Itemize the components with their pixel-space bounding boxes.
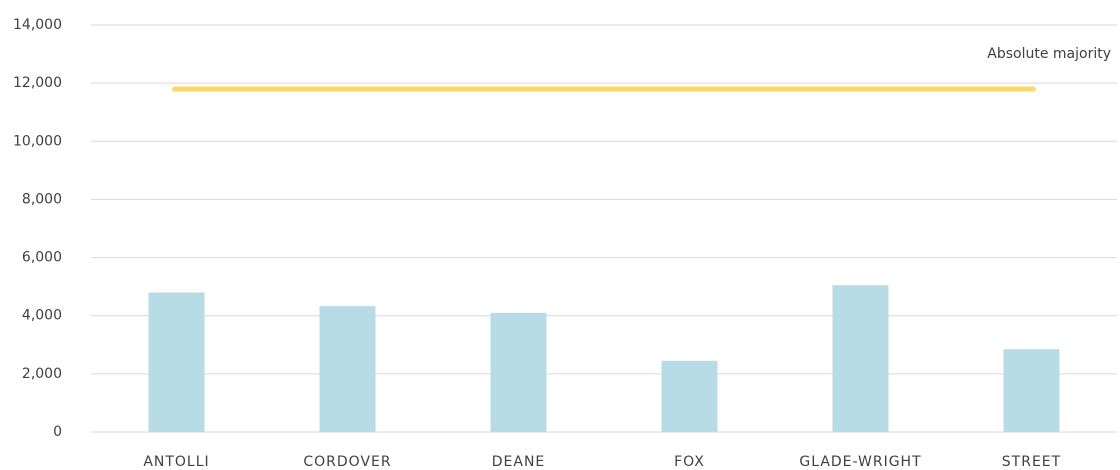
- x-tick-label: FOX: [674, 454, 705, 470]
- x-tick-label: GLADE-WRIGHT: [799, 454, 921, 470]
- y-tick-label: 10,000: [13, 133, 62, 149]
- y-tick-label: 12,000: [13, 75, 62, 91]
- y-tick-label: 4,000: [22, 308, 62, 324]
- bar: [490, 312, 547, 432]
- bar: [1003, 349, 1060, 432]
- y-tick-label: 14,000: [13, 17, 62, 33]
- y-tick-label: 2,000: [22, 366, 62, 382]
- bar: [661, 360, 718, 432]
- bar: [832, 285, 889, 432]
- y-tick-label: 0: [53, 424, 62, 440]
- x-tick-label: STREET: [1002, 454, 1061, 470]
- reference-label: Absolute majority: [987, 46, 1111, 62]
- x-tick-label: DEANE: [492, 454, 546, 470]
- x-tick-label: ANTOLLI: [143, 454, 209, 470]
- bar: [148, 292, 205, 432]
- x-tick-label: CORDOVER: [303, 454, 391, 470]
- y-tick-label: 8,000: [22, 191, 62, 207]
- y-tick-label: 6,000: [22, 250, 62, 266]
- bar: [319, 306, 376, 432]
